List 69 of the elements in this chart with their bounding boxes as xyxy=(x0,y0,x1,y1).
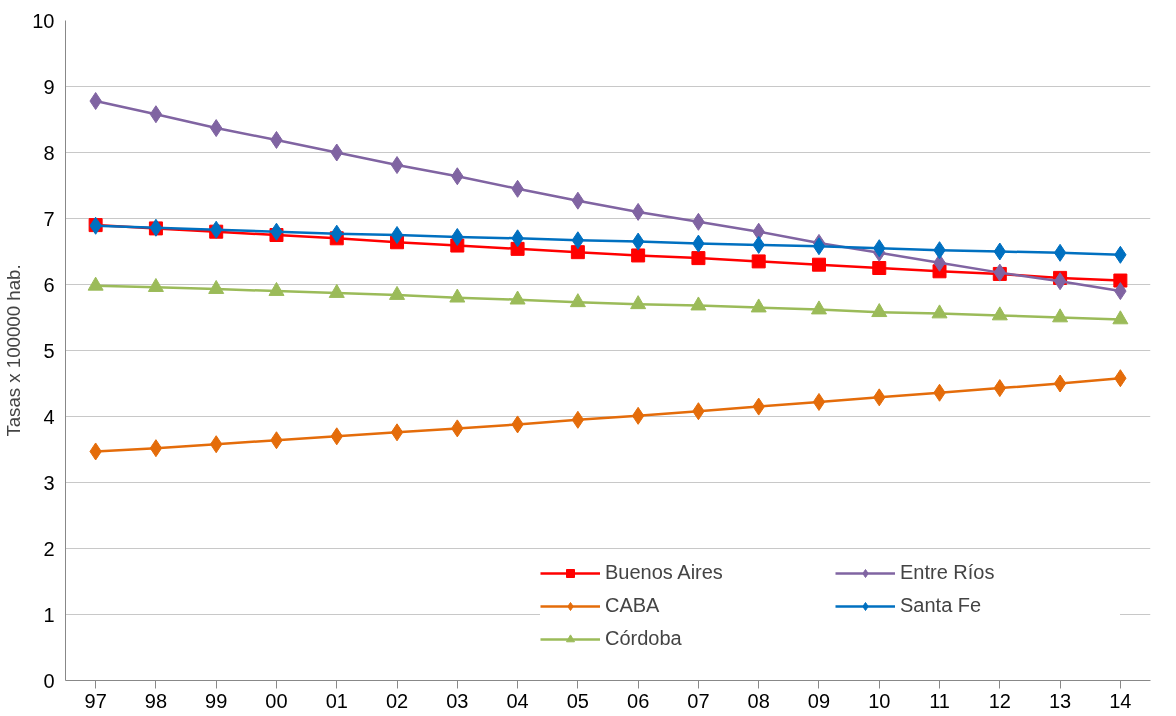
point xyxy=(149,439,163,458)
point xyxy=(691,251,706,266)
point xyxy=(570,245,585,260)
x-tick-label: 99 xyxy=(205,689,228,712)
legend-label: Córdoba xyxy=(605,627,683,650)
y-tick-label: 1 xyxy=(43,603,55,626)
x-tick-label: 03 xyxy=(446,689,469,712)
x-tick-label: 14 xyxy=(1109,689,1132,712)
legend-label: CABA xyxy=(605,594,661,617)
x-tick-label: 09 xyxy=(807,689,831,712)
point xyxy=(631,232,645,251)
x-tick-label: 10 xyxy=(868,689,891,712)
legend-label: Entre Ríos xyxy=(900,561,996,584)
point xyxy=(810,300,827,315)
x-tick-label: 98 xyxy=(144,689,168,712)
y-tick-label: 3 xyxy=(43,471,55,494)
point xyxy=(811,257,826,272)
legend-label: Buenos Aires xyxy=(605,561,724,584)
x-tick-label: 07 xyxy=(687,689,710,712)
point xyxy=(571,410,585,429)
point xyxy=(1052,308,1069,323)
x-tick-label: 02 xyxy=(385,689,409,712)
y-tick-label: 6 xyxy=(43,273,55,296)
point xyxy=(571,231,585,250)
point xyxy=(812,237,826,256)
x-tick-label: 00 xyxy=(265,689,288,712)
point xyxy=(991,306,1008,321)
point xyxy=(569,293,586,308)
y-axis-title: Tasas x 100000 hab. xyxy=(3,264,25,437)
point xyxy=(1053,272,1067,291)
point xyxy=(1053,243,1067,262)
point xyxy=(750,298,767,313)
point xyxy=(149,105,163,124)
point xyxy=(1112,310,1129,325)
point xyxy=(871,303,888,318)
y-tick-label: 9 xyxy=(43,75,55,98)
y-tick-label: 2 xyxy=(43,537,55,560)
x-tick-label: 13 xyxy=(1048,689,1072,712)
point xyxy=(690,296,707,311)
point xyxy=(571,191,585,210)
point xyxy=(509,290,526,305)
point xyxy=(390,423,404,442)
point xyxy=(872,261,887,275)
y-tick-label: 7 xyxy=(43,207,55,230)
x-tick-label: 97 xyxy=(84,689,107,712)
y-tick-label: 0 xyxy=(43,669,55,692)
x-tick-label: 08 xyxy=(747,689,770,712)
y-tick-label: 10 xyxy=(32,9,55,32)
legend-label: Santa Fe xyxy=(900,594,983,617)
y-tick-label: 4 xyxy=(43,405,55,428)
point xyxy=(631,406,645,425)
point xyxy=(631,248,646,263)
point xyxy=(631,202,645,221)
point xyxy=(449,288,466,303)
x-tick-label: 06 xyxy=(627,689,650,712)
x-tick-label: 11 xyxy=(929,689,950,712)
y-tick-label: 5 xyxy=(43,339,55,362)
point xyxy=(1053,374,1067,393)
point xyxy=(630,295,647,310)
x-tick-label: 12 xyxy=(988,689,1011,712)
point xyxy=(751,254,766,269)
point xyxy=(390,226,404,244)
point xyxy=(812,392,826,411)
x-tick-label: 05 xyxy=(566,689,589,712)
x-tick-label: 04 xyxy=(506,689,529,712)
point xyxy=(931,304,948,319)
point xyxy=(390,156,404,175)
x-tick-label: 01 xyxy=(325,689,348,712)
y-tick-label: 8 xyxy=(43,141,55,164)
